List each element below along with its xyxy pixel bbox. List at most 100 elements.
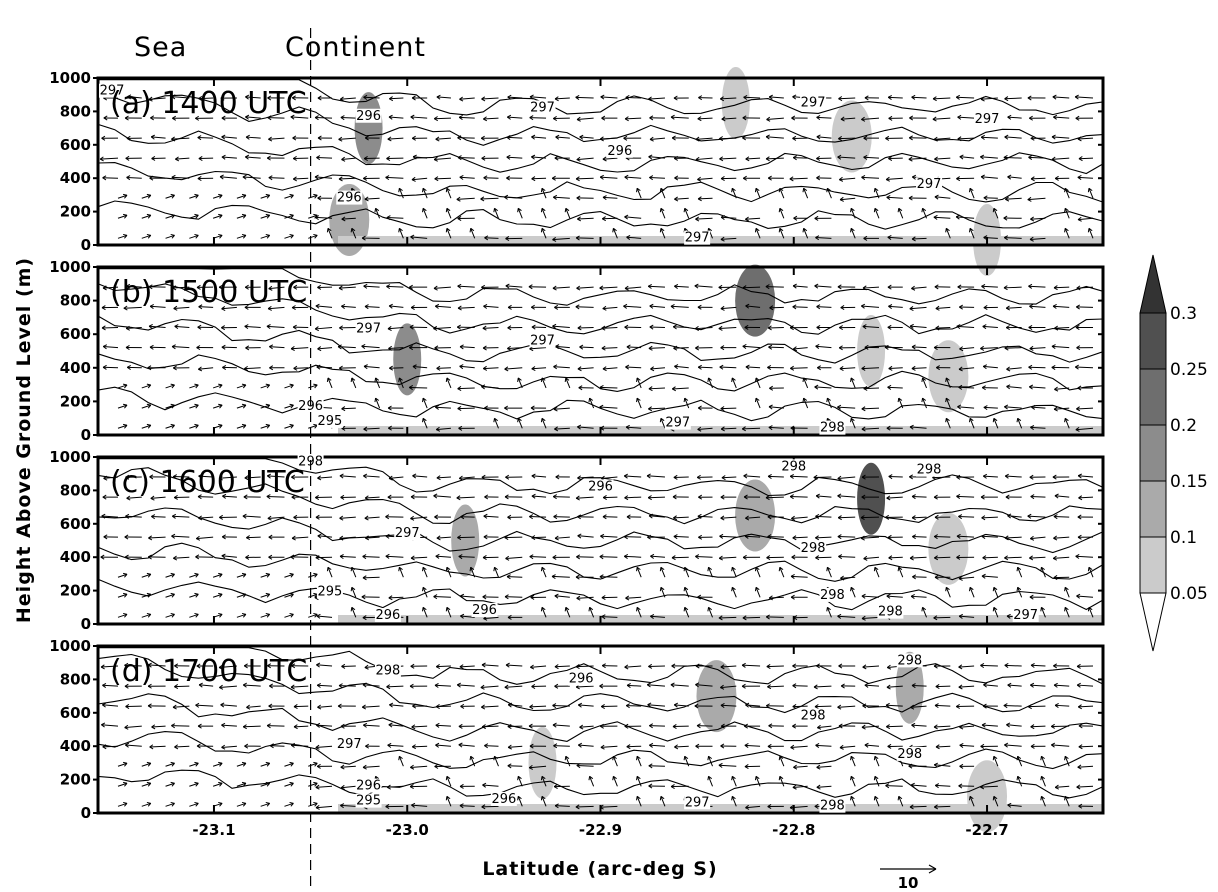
wind-vector — [731, 187, 737, 199]
contour-line — [97, 353, 1104, 392]
wind-vector — [195, 554, 214, 560]
y-tick-label: 200 — [60, 203, 91, 221]
wind-vector — [840, 575, 856, 581]
wind-vector — [290, 742, 309, 748]
wind-vector — [484, 494, 499, 500]
wind-vector — [861, 175, 879, 181]
panel-title: (b) 1500 UTC — [110, 275, 307, 310]
wind-vector — [141, 592, 152, 598]
wind-vector — [958, 384, 975, 390]
wind-vector — [861, 406, 879, 412]
wind-vector — [362, 764, 380, 770]
wind-vector — [1053, 663, 1070, 669]
wind-vector — [802, 377, 809, 389]
wind-vector — [945, 586, 951, 598]
x-tick-label: -22.7 — [965, 821, 1008, 839]
wind-vector — [670, 784, 689, 789]
shaded-region — [857, 315, 886, 387]
wind-vector — [766, 664, 784, 669]
contour-label: 297 — [395, 526, 420, 541]
wind-vector — [911, 722, 927, 728]
wind-vector — [721, 116, 737, 122]
wind-vector — [837, 154, 856, 160]
wind-vector — [983, 305, 998, 311]
wind-vector — [174, 684, 190, 690]
wind-vector — [1074, 364, 1094, 370]
wind-vector — [141, 761, 152, 767]
wind-vector — [575, 94, 594, 100]
contour-label-bg — [800, 95, 827, 110]
wind-vector — [625, 703, 642, 709]
wind-vector — [517, 795, 523, 807]
wind-vector — [246, 704, 261, 710]
wind-vector — [888, 304, 903, 310]
wind-vector — [745, 216, 761, 222]
contour-label: 298 — [917, 463, 942, 478]
wind-vector — [697, 426, 713, 432]
surface-shading — [338, 426, 1103, 434]
wind-vector — [410, 515, 428, 521]
wind-vector — [696, 474, 713, 480]
wind-vector — [720, 236, 737, 242]
wind-vector — [433, 594, 451, 600]
wind-vector — [386, 784, 404, 790]
wind-vector — [410, 555, 428, 561]
wind-vector — [124, 724, 142, 730]
wind-vector — [517, 417, 523, 429]
wind-vector — [411, 802, 428, 808]
wind-vector — [768, 344, 784, 350]
wind-vector — [936, 365, 951, 371]
panel-title: (a) 1400 UTC — [110, 86, 307, 121]
wind-vector — [743, 94, 761, 100]
wind-vector — [412, 703, 428, 709]
wind-vector — [284, 233, 294, 239]
shaded-region — [528, 726, 557, 799]
wind-vector — [531, 535, 547, 541]
wind-vector — [1087, 227, 1094, 239]
wind-vector — [242, 174, 261, 180]
wind-vector — [1064, 227, 1070, 239]
wind-vector — [1077, 136, 1094, 142]
contour-label: 297 — [1013, 608, 1038, 623]
wind-vector — [361, 704, 380, 710]
wind-vector — [149, 744, 166, 750]
contour-label: 296 — [569, 672, 594, 687]
wind-vector — [458, 425, 475, 431]
wind-vector — [599, 683, 618, 689]
wind-vector — [555, 134, 570, 140]
wind-vector — [864, 742, 880, 748]
wind-vector — [886, 425, 903, 431]
contour-label: 298 — [801, 541, 826, 556]
wind-vector — [1004, 742, 1022, 748]
wind-vector — [791, 115, 808, 121]
wind-vector — [103, 115, 119, 121]
wind-vector — [720, 723, 737, 729]
wind-vector — [683, 586, 690, 598]
wind-vector — [564, 755, 571, 767]
wind-vector — [504, 494, 523, 500]
wind-vector — [1029, 303, 1046, 309]
wind-vector — [540, 207, 547, 219]
wind-vector — [720, 176, 737, 182]
wind-vector — [435, 704, 451, 710]
wind-vector — [553, 406, 570, 412]
wind-vector — [398, 227, 404, 239]
wind-vector — [863, 135, 879, 141]
wind-vector — [221, 534, 237, 540]
wind-vector — [362, 554, 380, 560]
wind-vector — [778, 227, 785, 239]
wind-vector — [457, 215, 475, 221]
wind-vector — [195, 115, 214, 121]
contour-line — [97, 578, 1104, 611]
wind-vector — [507, 614, 523, 620]
wind-vector — [909, 115, 927, 121]
wind-vector — [980, 134, 998, 140]
contour-label: 298 — [781, 459, 806, 474]
wind-vector — [484, 235, 499, 241]
wind-vector — [768, 404, 784, 410]
wind-vector — [636, 566, 642, 578]
wind-vector — [436, 535, 451, 541]
contour-label: 296 — [298, 399, 323, 414]
wind-vector — [410, 494, 428, 500]
wind-vector — [316, 662, 333, 668]
